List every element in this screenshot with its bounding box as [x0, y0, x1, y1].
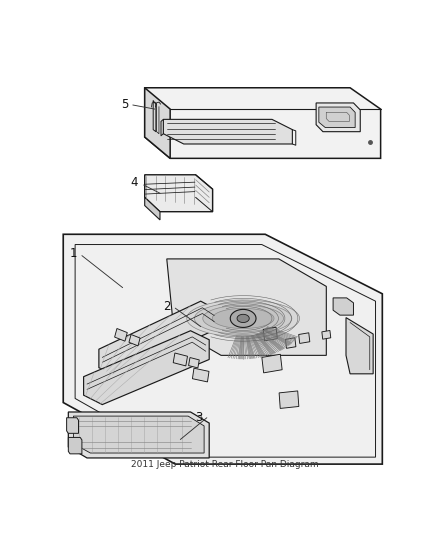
FancyBboxPatch shape [192, 368, 209, 382]
Polygon shape [74, 416, 204, 453]
Polygon shape [99, 301, 218, 375]
Polygon shape [163, 119, 293, 144]
Polygon shape [194, 303, 292, 334]
FancyBboxPatch shape [299, 333, 310, 343]
Text: 3: 3 [195, 411, 203, 424]
Polygon shape [237, 314, 249, 322]
Text: 4: 4 [131, 176, 138, 189]
FancyBboxPatch shape [189, 358, 199, 368]
Text: 2: 2 [163, 300, 170, 312]
Polygon shape [63, 235, 382, 464]
Text: 1: 1 [70, 247, 77, 260]
Text: 2011 Jeep Patriot Rear Floor Pan Diagram: 2011 Jeep Patriot Rear Floor Pan Diagram [131, 461, 318, 470]
Polygon shape [68, 412, 209, 458]
FancyBboxPatch shape [115, 328, 127, 341]
Polygon shape [145, 197, 160, 220]
FancyBboxPatch shape [129, 335, 140, 346]
Polygon shape [187, 300, 300, 337]
Polygon shape [145, 88, 170, 158]
Polygon shape [68, 438, 82, 454]
Polygon shape [230, 309, 256, 327]
Polygon shape [346, 318, 373, 374]
Polygon shape [316, 103, 360, 132]
FancyBboxPatch shape [322, 330, 331, 339]
FancyBboxPatch shape [262, 354, 282, 373]
Polygon shape [84, 330, 209, 405]
Polygon shape [67, 418, 78, 433]
FancyBboxPatch shape [263, 327, 277, 341]
FancyBboxPatch shape [286, 338, 296, 348]
Polygon shape [319, 107, 355, 127]
Polygon shape [212, 308, 274, 328]
FancyBboxPatch shape [173, 353, 187, 366]
Text: 5: 5 [120, 98, 128, 111]
FancyBboxPatch shape [279, 391, 299, 408]
Polygon shape [203, 305, 283, 332]
Polygon shape [145, 88, 381, 158]
Polygon shape [145, 175, 212, 212]
Polygon shape [167, 259, 326, 356]
Polygon shape [333, 298, 353, 315]
